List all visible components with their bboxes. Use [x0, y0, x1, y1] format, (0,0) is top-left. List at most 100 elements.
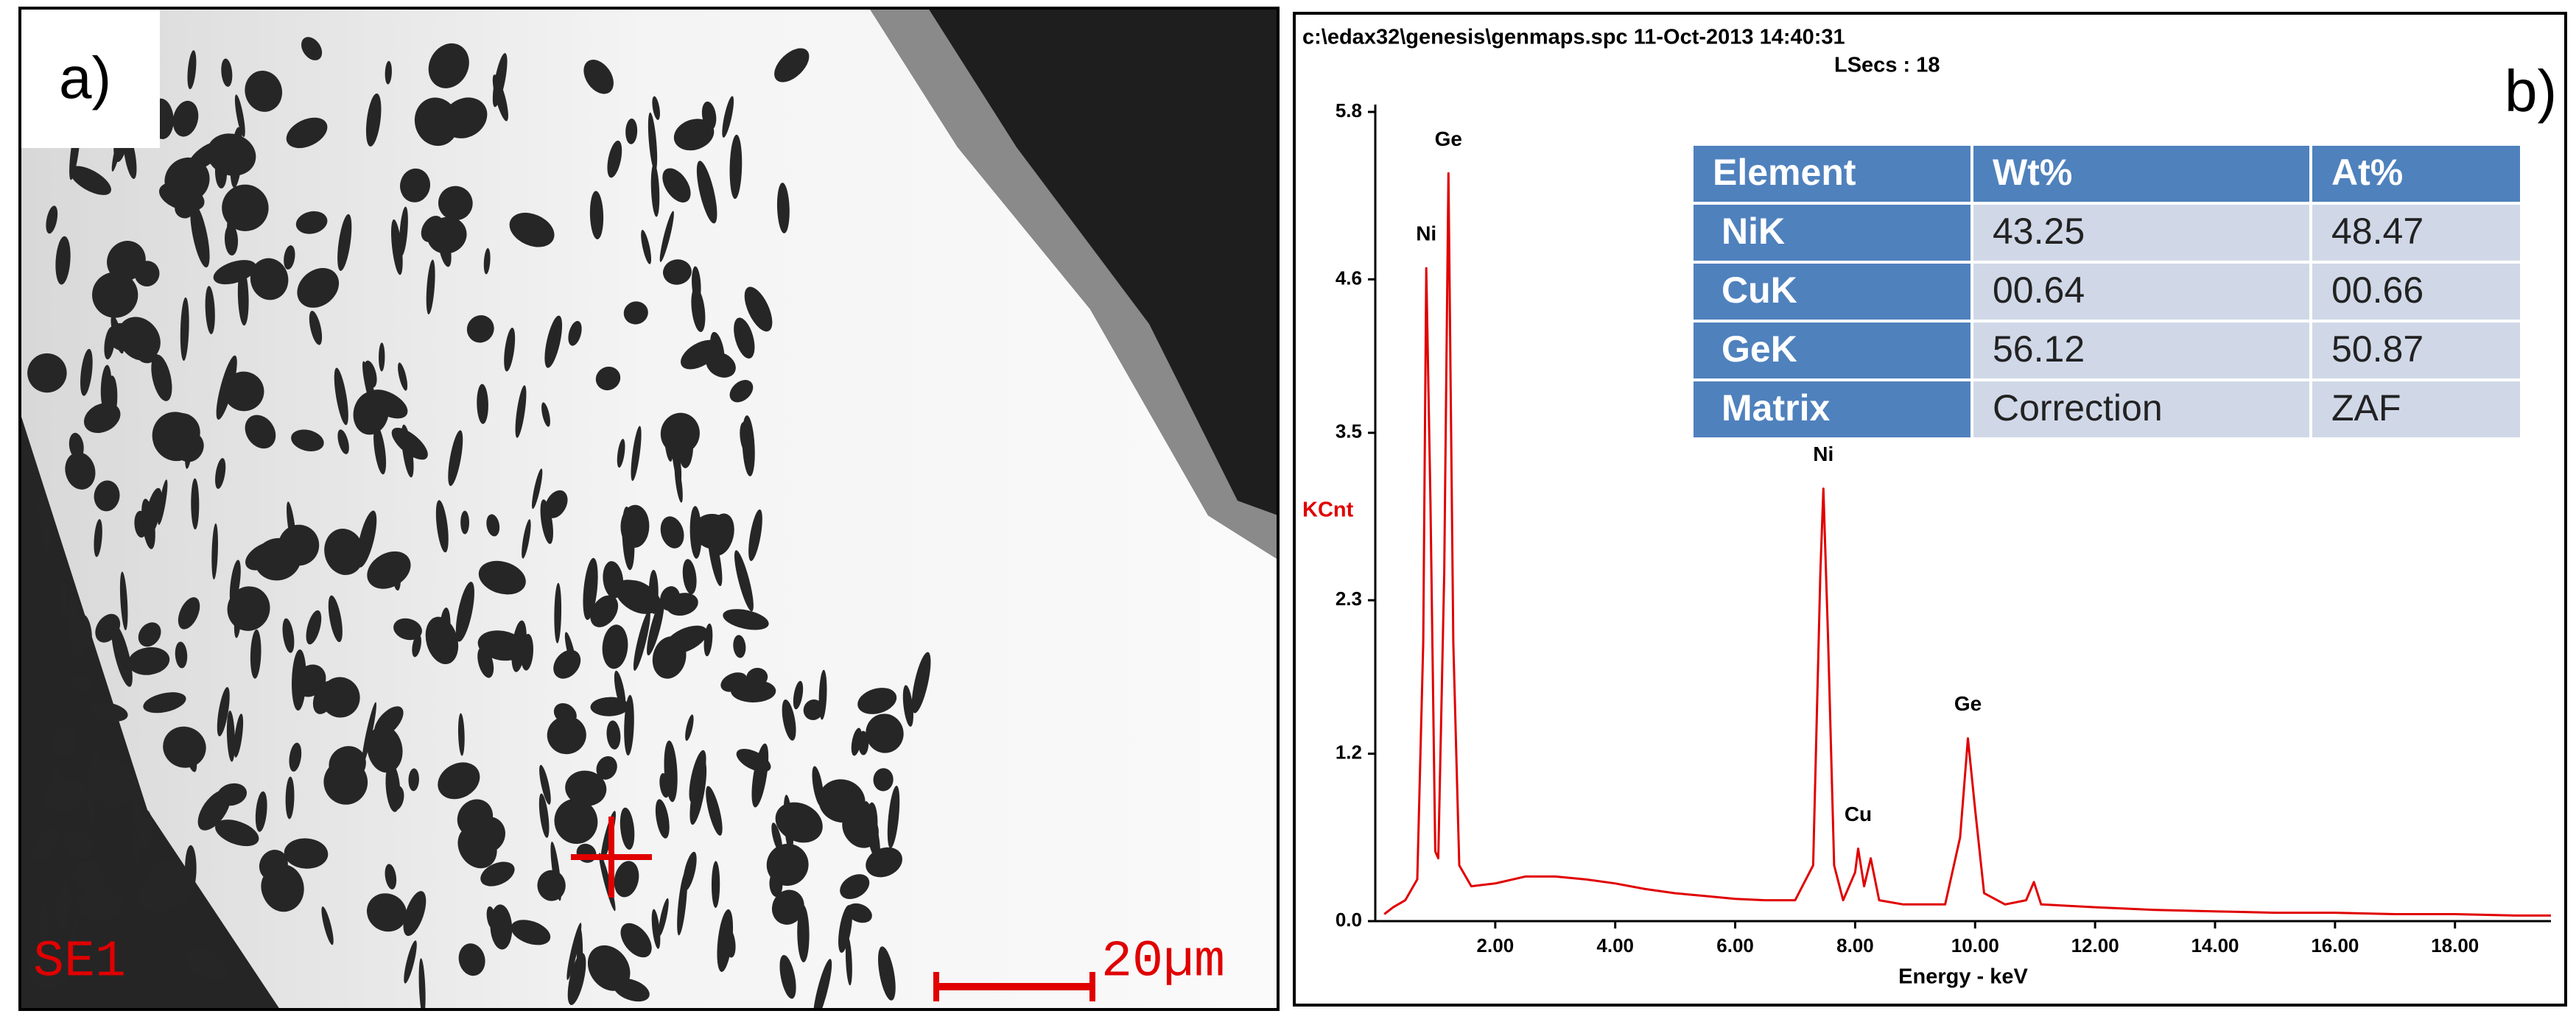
precipitate	[483, 248, 491, 275]
precipitate	[812, 766, 824, 807]
precipitate	[91, 761, 136, 808]
precipitate	[110, 315, 124, 354]
precipitate	[521, 633, 534, 671]
precipitate	[286, 117, 328, 149]
precipitate	[56, 882, 71, 929]
precipitate	[289, 742, 302, 772]
table-header: Element	[1713, 152, 1856, 193]
precipitate	[707, 526, 723, 586]
precipitate	[245, 71, 283, 112]
precipitate	[631, 426, 642, 482]
precipitate	[647, 112, 658, 172]
precipitate	[40, 898, 49, 953]
precipitate	[69, 432, 84, 459]
precipitate	[46, 205, 58, 234]
precipitate	[652, 96, 660, 120]
precipitate	[655, 799, 670, 839]
precipitate	[100, 364, 112, 410]
table-cell	[1970, 320, 2312, 381]
precipitate	[237, 267, 249, 326]
precipitate	[486, 514, 500, 537]
precipitate	[448, 430, 463, 487]
table-text: 43.25	[1993, 211, 2085, 252]
peak-label: Ge	[1435, 127, 1462, 150]
precipitate	[515, 385, 527, 438]
precipitate	[466, 315, 494, 343]
table-text: 00.64	[1993, 269, 2085, 311]
table-text: 50.87	[2331, 328, 2424, 370]
precipitate	[664, 423, 673, 462]
precipitate	[367, 725, 403, 773]
precipitate	[197, 789, 231, 831]
precipitate	[782, 699, 796, 741]
precipitate	[391, 219, 403, 275]
y-tick-label: 5.8	[1336, 99, 1362, 121]
precipitate	[744, 286, 773, 332]
precipitate	[734, 550, 754, 612]
precipitate	[185, 425, 194, 469]
precipitate	[250, 629, 262, 679]
precipitate	[136, 344, 158, 364]
precipitate	[711, 861, 720, 909]
precipitate	[568, 320, 582, 346]
precipitate	[69, 166, 111, 195]
precipitate	[793, 680, 804, 710]
precipitate	[857, 688, 897, 714]
precipitate	[227, 586, 270, 631]
spectrum-chart: c:\edax32\genesis\genmaps.spc 11-Oct-201…	[1302, 26, 2557, 989]
precipitate	[80, 348, 93, 396]
precipitate	[185, 845, 197, 892]
precipitate	[689, 750, 706, 803]
precipitate	[159, 182, 205, 211]
precipitate	[361, 702, 376, 766]
x-tick-label: 8.00	[1836, 934, 1874, 956]
precipitate	[565, 770, 607, 806]
precipitate	[426, 259, 435, 314]
table-text: Correction	[1993, 387, 2163, 429]
precipitate	[321, 906, 334, 945]
precipitate	[334, 367, 348, 426]
precipitate	[720, 672, 748, 692]
precipitate	[111, 624, 133, 687]
precipitates	[27, 24, 931, 1009]
file-header: c:\edax32\genesis\genmaps.spc 11-Oct-201…	[1302, 26, 1845, 49]
precipitate	[414, 97, 459, 147]
precipitate	[567, 953, 586, 1005]
precipitate	[710, 331, 725, 367]
precipitate	[706, 786, 723, 836]
precipitate	[418, 958, 426, 1009]
precipitate	[104, 326, 116, 360]
precipitate	[666, 593, 698, 616]
precipitate	[403, 891, 427, 937]
precipitate	[490, 904, 513, 950]
table-header: At%	[2331, 152, 2403, 193]
panel-label: a)	[59, 45, 111, 110]
precipitate	[902, 685, 913, 727]
table-cell	[1691, 261, 1973, 323]
precipitate	[229, 560, 241, 606]
precipitate	[190, 203, 210, 268]
precipitate	[682, 559, 697, 595]
precipitate	[437, 226, 452, 267]
table-header-cell	[1691, 143, 1973, 205]
precipitate	[748, 509, 762, 561]
x-tick-label: 6.00	[1716, 934, 1754, 956]
precipitate	[141, 498, 155, 549]
precipitate	[127, 646, 170, 675]
precipitate	[658, 898, 669, 937]
precipitate	[873, 768, 894, 792]
precipitate	[596, 756, 617, 780]
precipitate	[80, 614, 92, 648]
precipitate	[250, 258, 289, 300]
precipitate	[623, 301, 648, 325]
precipitate	[138, 622, 161, 647]
precipitate	[547, 716, 586, 755]
precipitate	[478, 560, 526, 595]
precipitate	[866, 847, 902, 878]
precipitate	[857, 730, 869, 755]
precipitate	[477, 630, 526, 661]
precipitate	[107, 241, 146, 281]
precipitate	[255, 791, 267, 832]
table-text: 56.12	[1993, 328, 2085, 370]
